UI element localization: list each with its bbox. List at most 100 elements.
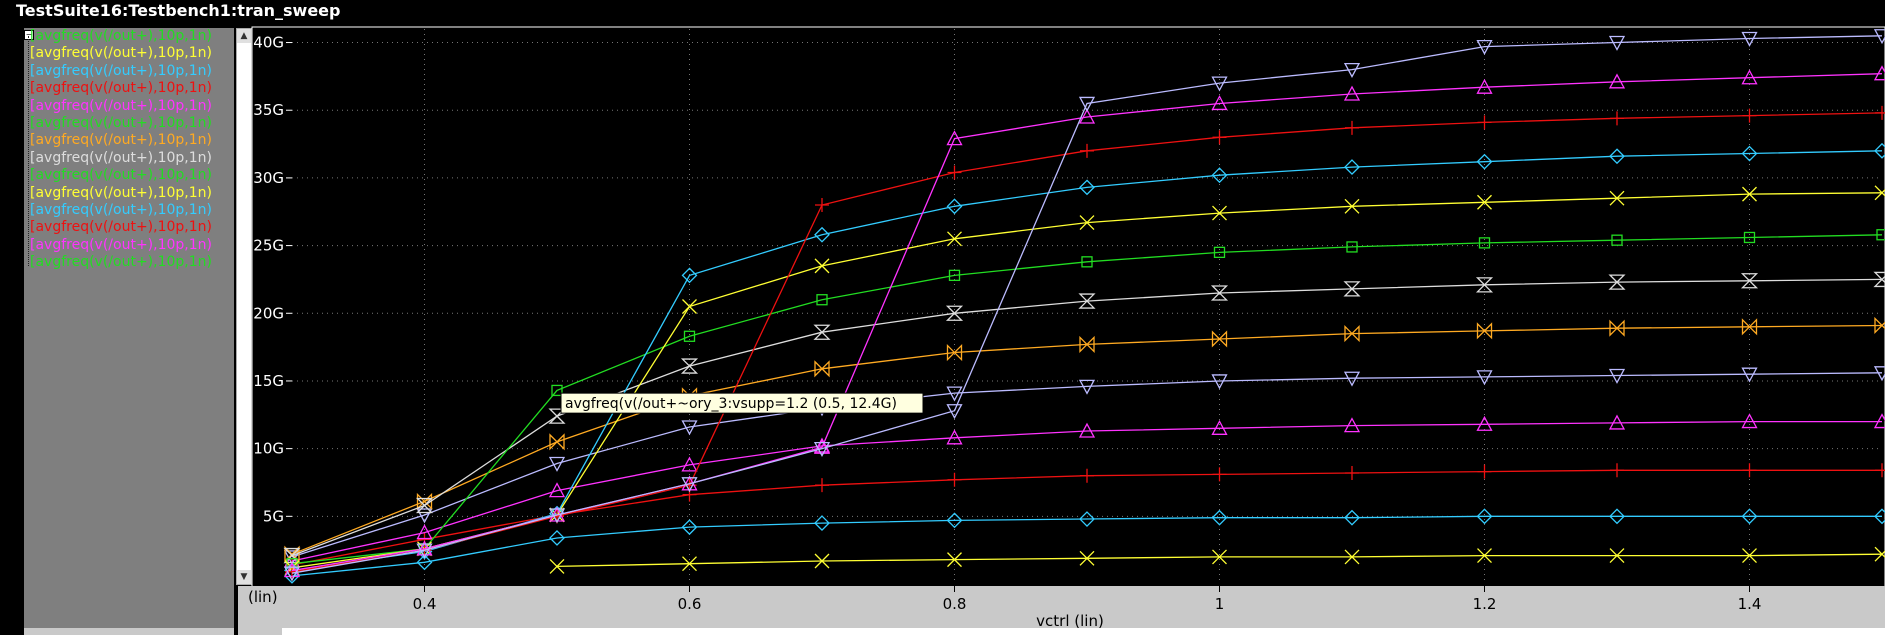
x-axis-title: vctrl (lin) [1036,612,1104,630]
series-5[interactable] [283,366,1885,566]
y-tick-label: 35G [253,101,284,119]
data-point [814,553,830,569]
data-point [1475,277,1494,293]
x-tick-label: 1.2 [1473,595,1497,613]
y-tick-label: 5G [263,507,284,525]
legend-item[interactable]: [avgfreq(v(/out+),10p,1n) [30,202,212,218]
data-point [1476,370,1493,386]
data-point [548,408,566,424]
data-point [681,519,698,536]
data-point [1344,509,1360,526]
data-point [548,456,566,472]
data-point [1477,115,1492,130]
x-scale-label: (lin) [248,588,278,606]
data-point [1874,316,1885,335]
data-point [1211,76,1228,92]
data-point [1079,179,1095,196]
data-point [1740,273,1759,289]
data-point [1211,509,1228,526]
data-point [682,299,697,314]
legend-item[interactable]: [avgfreq(v(/out+),10p,1n) [30,115,212,131]
data-point [947,552,962,568]
data-point [1080,468,1094,483]
series-line[interactable] [291,35,1883,574]
plot-frame [251,26,1885,588]
legend-collapse-icon[interactable]: − [24,30,34,40]
data-point [1212,467,1227,482]
data-point [1476,415,1493,431]
data-point [1210,285,1229,301]
series-1[interactable] [549,546,1885,574]
series-13[interactable] [283,29,1885,582]
legend-item[interactable]: [avgfreq(v(/out+),10p,1n) [30,62,212,79]
data-point [1875,105,1885,120]
data-point [549,530,565,546]
data-point [1476,322,1493,340]
x-axis-panel [238,586,1885,635]
series-line[interactable] [291,234,1883,565]
x-tick-label: 0.8 [943,595,967,613]
data-point [1343,85,1361,101]
data-point [549,433,565,451]
data-point [1608,73,1626,89]
data-point [1741,318,1758,336]
horizontal-scrollbar[interactable] [282,628,1885,635]
series-line[interactable] [291,420,1882,562]
data-point [1741,508,1758,525]
data-point [681,456,698,472]
legend-item[interactable]: [avgfreq(v(/out+),10p,1n) [30,149,212,166]
data-point [948,269,961,282]
y-tick-label: 30G [253,169,284,187]
legend-item[interactable]: [avgfreq(v(/out+),10p,1n) [30,28,212,44]
data-point [1873,271,1885,288]
legend-item[interactable]: [avgfreq(v(/out+),10p,1n) [30,236,212,253]
data-point [1873,413,1885,429]
x-tick-label: 0.6 [678,595,702,613]
data-point [1874,142,1885,159]
data-point [1212,205,1227,221]
data-point [683,330,696,342]
series-6[interactable] [284,316,1885,563]
cursor-tooltip-text: avgfreq(v(/out+~ory_3:vsupp=1.2 (0.5, 12… [565,396,897,412]
data-point [814,515,830,532]
data-point [1742,108,1757,123]
y-tick-label: 40G [253,34,284,52]
legend-item[interactable]: [avgfreq(v(/out+),10p,1n) [30,254,212,271]
data-point [1741,367,1758,383]
data-point [1873,65,1885,81]
legend-item[interactable]: [avgfreq(v(/out+),10p,1n) [30,167,212,184]
scroll-down-icon[interactable]: ▼ [237,570,251,584]
series-4[interactable] [283,413,1885,568]
legend-item[interactable]: [avgfreq(v(/out+),10p,1n) [30,80,212,97]
data-point [1610,463,1624,478]
data-point [1343,371,1361,387]
legend-item[interactable]: [avgfreq(v(/out+),10p,1n) [30,45,212,62]
y-tick-label: 10G [253,440,284,458]
data-point [1477,548,1492,564]
legend-panel: − [avgfreq(v(/out+),10p,1n) [avgfreq(v(/o… [24,28,234,628]
legend-scrollbar[interactable] [24,628,234,635]
data-point [1079,550,1095,566]
data-point [549,558,565,574]
series-line[interactable] [291,515,1882,577]
legend-item[interactable]: [avgfreq(v(/out+),10p,1n) [30,97,212,114]
data-point [1345,120,1359,135]
x-tick-label: 0.4 [413,595,437,613]
series-7[interactable] [283,271,1885,564]
data-point [1743,231,1756,244]
data-point [1344,159,1360,175]
legend-item[interactable]: [avgfreq(v(/out+),10p,1n) [30,219,212,236]
data-point [1608,274,1626,290]
data-point [1741,31,1758,47]
scroll-up-icon[interactable]: ▲ [237,29,251,43]
legend-item[interactable]: [avgfreq(v(/out+),10p,1n) [30,184,212,201]
data-point [416,524,433,540]
data-point [548,508,566,524]
series-line[interactable] [291,372,1883,558]
data-point [1211,95,1228,111]
data-point [814,258,830,274]
legend-item[interactable]: [avgfreq(v(/out+),10p,1n) [30,132,212,149]
data-point [1609,190,1625,206]
data-point [1344,198,1360,214]
